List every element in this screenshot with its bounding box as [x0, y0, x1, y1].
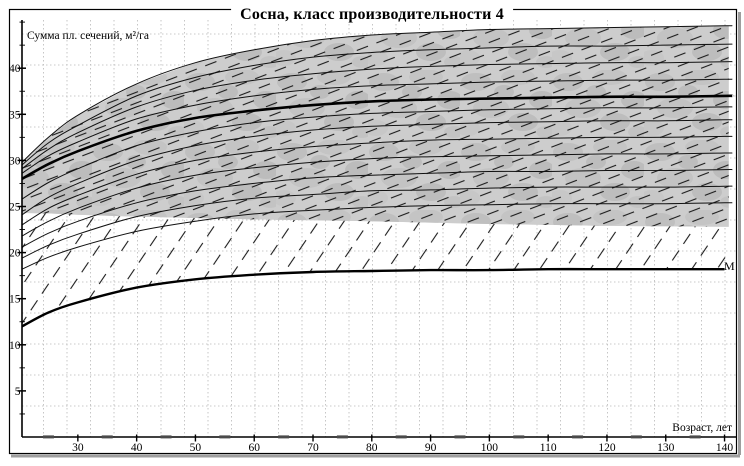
frame-shadow-bottom	[11, 454, 740, 458]
x-minor-tick	[42, 435, 54, 439]
x-tick-label: 40	[131, 442, 143, 454]
x-tick-label: 110	[540, 442, 557, 454]
x-tick-label: 50	[190, 442, 202, 454]
x-minor-tick	[395, 435, 407, 439]
m-curve-label: M	[724, 259, 735, 273]
y-tick-label: 20	[9, 248, 21, 260]
band-top-boundary	[21, 25, 733, 163]
y-tick-label: 35	[9, 109, 21, 121]
x-minor-tick	[513, 435, 525, 439]
x-minor-tick	[219, 435, 231, 439]
x-minor-tick	[689, 435, 701, 439]
fan-curve-1	[21, 202, 733, 270]
x-tick-label: 90	[425, 442, 437, 454]
upper-bold-curve	[21, 94, 734, 180]
x-minor-tick	[454, 435, 466, 439]
axes	[17, 20, 737, 442]
frame-shadow-right	[738, 12, 741, 455]
x-tick-label: 70	[307, 442, 319, 454]
thinning-trajectories-hatch	[22, 213, 729, 327]
y-tick-label: 25	[9, 202, 21, 214]
fan-curve-9	[21, 61, 733, 170]
fan-curve-4	[21, 152, 733, 237]
fan-curve-2	[21, 185, 733, 259]
minimum-curve-m	[21, 267, 725, 328]
y-tick-label: 40	[9, 63, 21, 75]
x-minor-tick	[572, 435, 584, 439]
y-axis-label: Сумма пл. сечений, м²/га	[27, 30, 149, 42]
x-minor-tick	[160, 435, 172, 439]
fan-curve-10	[21, 43, 733, 166]
y-tick-label: 30	[9, 155, 21, 167]
y-tick-label: 5	[15, 386, 21, 398]
fan-curve-6	[21, 119, 733, 216]
y-tick-labels: 5 10 15 20 25 30 35 40	[9, 63, 21, 398]
x-minor-tick	[278, 435, 290, 439]
x-minor-tick	[630, 435, 642, 439]
chart-title: Сосна, класс производительности 4	[231, 5, 513, 24]
x-tick-label: 140	[716, 442, 734, 454]
x-tick-labels: 30 40 50 60 70 80 90 100 110 120 130 140	[72, 442, 733, 454]
y-tick-label: 10	[9, 340, 21, 352]
x-tick-label: 130	[657, 442, 675, 454]
x-tick-label: 30	[72, 442, 84, 454]
x-tick-label: 120	[598, 442, 616, 454]
fan-curve-8	[21, 78, 733, 174]
fan-curve-7	[21, 106, 733, 200]
x-minor-tick	[336, 435, 348, 439]
fan-curve-3	[21, 169, 733, 248]
x-minor-tick	[101, 435, 113, 439]
x-tick-label: 100	[481, 442, 499, 454]
x-axis-label: Возраст, лет	[672, 422, 732, 434]
fan-curves	[21, 25, 733, 270]
fan-curve-5	[21, 135, 733, 226]
x-tick-label: 80	[366, 442, 378, 454]
y-tick-label: 15	[9, 294, 21, 306]
x-tick-label: 60	[248, 442, 260, 454]
